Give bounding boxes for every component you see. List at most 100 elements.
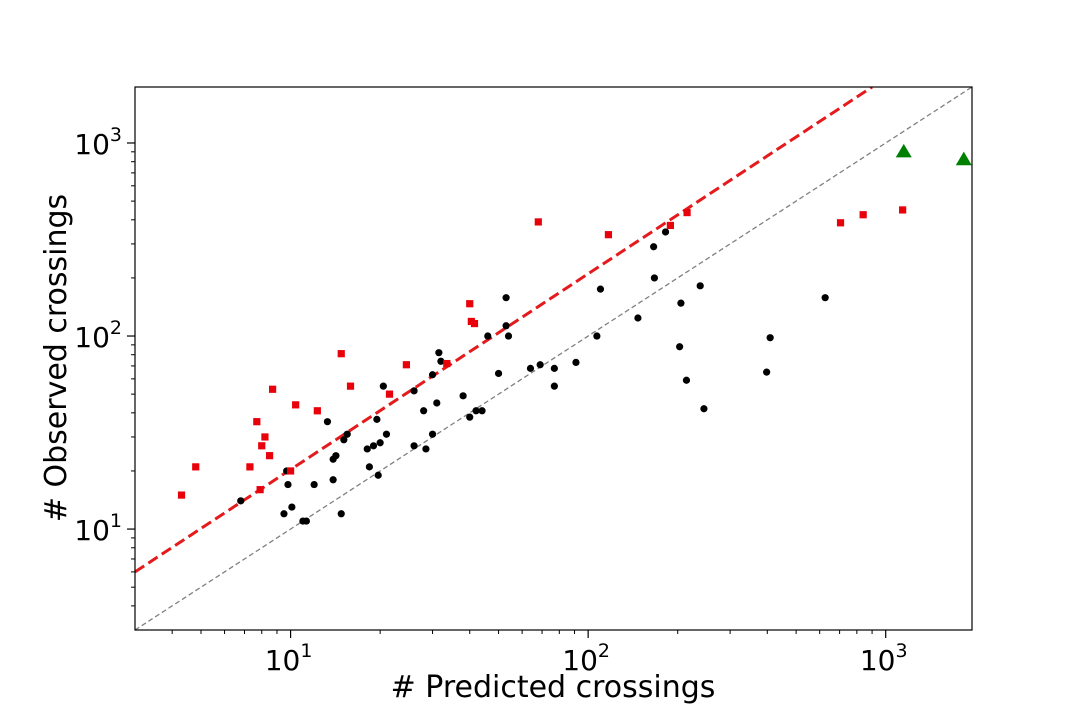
data-point-square [346,382,355,390]
data-point-circle [677,299,685,307]
data-point-circle [502,322,510,330]
data-point-square [402,361,410,369]
data-point-square [265,452,274,460]
data-point-circle [821,294,829,302]
data-point-circle [284,480,292,489]
identity-line [135,87,972,630]
data-point-circle [550,382,558,390]
data-point-circle [410,387,418,395]
data-points [177,143,972,525]
data-point-circle [661,228,670,236]
data-point-square [261,433,269,441]
data-point-triangle [955,151,972,166]
data-point-triangle [895,143,912,158]
data-point-circle [369,442,378,450]
y-tick-label: 103 [74,124,122,161]
y-axis-label: # Observed crossings [39,194,74,522]
data-point-circle [696,282,704,290]
data-point-circle [766,334,774,342]
data-point-circle [550,364,558,372]
data-point-circle [343,430,351,438]
data-point-square [604,231,613,239]
data-point-circle [593,332,601,340]
data-point-circle [376,439,384,447]
data-point-circle [459,392,467,400]
data-point-square [286,467,295,475]
data-point-square [268,385,277,393]
data-point-circle [337,510,345,518]
data-point-square [385,390,394,398]
data-point-circle [379,382,387,390]
data-point-circle [428,430,437,438]
data-point-circle [634,314,642,322]
data-point-square [899,206,907,214]
data-point-circle [428,371,437,379]
data-point-square [192,463,200,471]
data-point-square [256,486,264,494]
plot-frame [134,86,973,631]
axes: 101 102 103 101 102 103 [74,124,907,677]
data-point-square [466,300,474,308]
data-point-circle [504,332,513,340]
data-point-square [534,218,542,226]
data-point-circle [280,510,288,518]
x-tick-label: 101 [265,640,313,677]
data-point-circle [526,364,535,372]
data-point-circle [596,285,605,293]
data-point-circle [435,349,443,357]
data-point-square [337,350,345,358]
data-point-square [683,208,691,217]
data-point-circle [340,436,348,444]
data-point-circle [363,445,371,453]
data-point-circle [700,405,708,413]
data-point-circle [422,445,430,453]
data-point-circle [502,294,510,302]
data-point-circle [373,415,381,423]
data-point-circle [323,418,332,426]
data-point-square [836,219,845,227]
data-point-circle [437,357,445,365]
data-point-square [313,407,321,415]
data-point-square [177,491,186,499]
data-point-circle [478,407,486,415]
data-point-circle [536,361,544,369]
data-point-circle [302,517,310,525]
reference-lines [135,87,972,630]
data-point-circle [472,407,480,415]
data-point-circle [676,343,684,351]
data-point-circle [763,368,771,376]
data-point-circle [572,358,580,367]
data-point-circle [332,452,340,460]
data-point-circle [650,243,658,251]
data-point-square [292,401,300,409]
data-point-circle [329,476,337,484]
data-point-circle [466,413,474,421]
data-point-square [470,319,479,328]
data-point-circle [310,480,318,489]
data-point-circle [288,503,296,511]
x-tick-label: 102 [562,640,610,677]
data-point-square [253,418,261,426]
data-point-square [246,463,254,471]
data-point-circle [494,369,503,378]
data-point-circle [374,471,382,479]
y-tick-label: 101 [74,510,122,547]
x-axis-label: # Predicted crossings [391,670,716,705]
data-point-circle [382,430,391,438]
data-point-square [258,442,266,450]
data-point-circle [365,463,373,471]
data-point-circle [650,274,659,282]
data-point-circle [484,332,492,340]
data-point-circle [682,376,691,384]
y-tick-label: 102 [74,317,122,354]
data-point-circle [433,399,441,407]
data-point-circle [410,442,418,450]
data-point-square [443,359,451,368]
x-tick-label: 103 [860,640,908,677]
data-point-square [666,221,675,230]
data-point-circle [237,497,245,505]
data-point-circle [420,407,428,415]
data-point-square [859,211,867,219]
fit-line [135,87,873,574]
